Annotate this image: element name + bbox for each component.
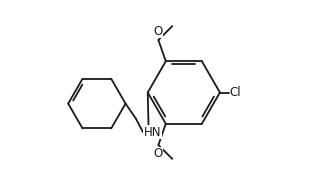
Text: methyl: methyl: [173, 24, 178, 25]
Text: Cl: Cl: [230, 86, 241, 99]
Text: O: O: [154, 147, 163, 160]
Text: O: O: [154, 25, 163, 38]
Text: HN: HN: [144, 126, 161, 139]
